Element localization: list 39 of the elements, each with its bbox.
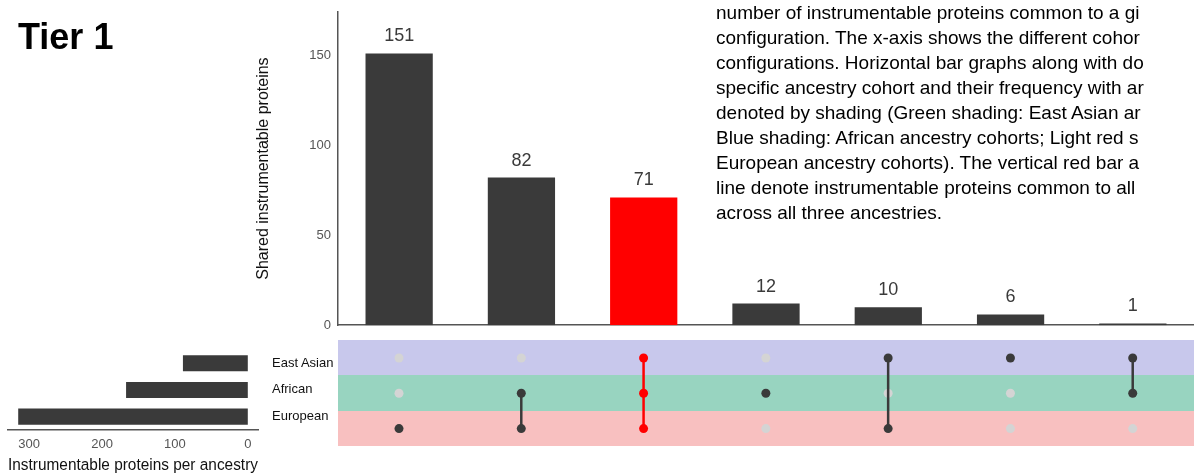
annotation: Blue shading: African ancestry cohorts; Light red s — [716, 126, 1140, 150]
y-tick-label: 0 — [323, 316, 331, 332]
y-tick-label: European — [272, 408, 329, 424]
x-tick-label: 0 — [244, 436, 252, 452]
data-label: 12 — [755, 275, 777, 296]
y-axis-title: Shared instrumentable proteins — [254, 57, 272, 280]
data-label: 10 — [878, 279, 899, 300]
y-tick-label: 150 — [309, 46, 331, 62]
annotation: specific ancestry cohort and their frequency with ar — [716, 76, 1144, 100]
bar — [487, 177, 556, 326]
bar — [610, 197, 678, 326]
bar — [365, 53, 433, 326]
bar — [18, 408, 248, 425]
annotation: across all three ancestries. — [716, 201, 943, 225]
annotation: denoted by shading (Green shading: East Asian ar — [716, 101, 1142, 125]
data-label: 1 — [1127, 295, 1138, 316]
bar — [182, 355, 248, 372]
data-label: 82 — [511, 149, 532, 170]
annotation: number of instrumentable proteins common to a gi — [716, 1, 1141, 25]
y-tick-label: African — [272, 381, 313, 397]
annotation: configurations. Horizontal bar graphs along with do — [716, 51, 1144, 75]
x-axis-title: Instrumentable proteins per ancestry — [8, 454, 259, 474]
bar — [976, 314, 1045, 326]
bar — [732, 303, 800, 326]
annotation: configuration. The x-axis shows the different cohor — [716, 26, 1141, 50]
chart-title: Tier 1 — [18, 16, 114, 58]
data-label: 151 — [384, 25, 415, 46]
annotation: line denote instrumentable proteins common to all — [716, 176, 1137, 200]
annotation: European ancestry cohorts). The vertical red bar a — [716, 151, 1141, 175]
data-label: 71 — [633, 169, 654, 190]
bar — [126, 381, 248, 398]
y-tick-label: 100 — [309, 136, 331, 152]
x-tick-label: 200 — [91, 436, 113, 452]
x-tick-label: 300 — [18, 436, 40, 452]
y-tick-label: 50 — [316, 226, 331, 242]
data-label: 6 — [1005, 286, 1016, 307]
bar — [854, 307, 922, 326]
y-tick-label: East Asian — [272, 354, 334, 370]
x-tick-label: 100 — [164, 436, 186, 452]
